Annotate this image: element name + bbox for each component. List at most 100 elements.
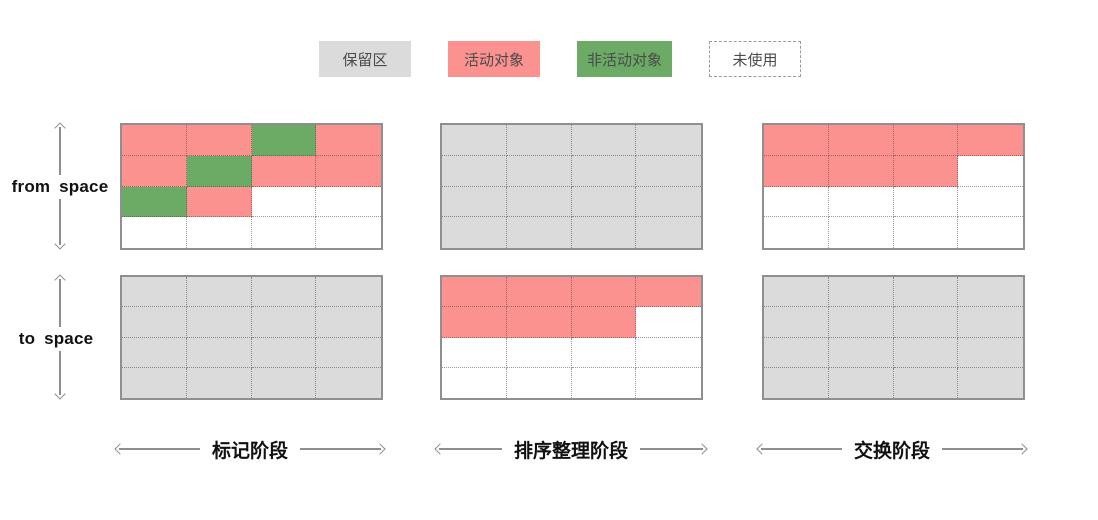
memory-cell-unused — [636, 367, 701, 398]
memory-cell-unused — [571, 367, 637, 398]
memory-cell-inactive — [186, 155, 252, 187]
legend-item-unused: 未使用 — [709, 41, 802, 77]
memory-cell-reserved — [571, 155, 637, 187]
memory-cell-active — [636, 277, 701, 308]
phase-arrow-sorting: 排序整理阶段 — [434, 438, 708, 462]
memory-cell-unused — [442, 337, 507, 368]
memory-cell-reserved — [122, 337, 187, 368]
arrow-line — [119, 448, 200, 450]
memory-cell-reserved — [251, 367, 317, 398]
arrow-down-icon — [54, 388, 66, 400]
arrow-right-icon — [374, 443, 386, 455]
memory-cell-unused — [958, 217, 1023, 248]
memory-cell-reserved — [636, 155, 701, 187]
memory-cell-reserved — [316, 277, 381, 308]
memory-cell-inactive — [251, 125, 317, 156]
memory-cell-unused — [636, 307, 701, 338]
memory-cell-active — [122, 155, 187, 187]
memory-cell-active — [186, 186, 252, 218]
memory-cell-reserved — [122, 367, 187, 398]
memory-cell-reserved — [958, 367, 1023, 398]
memory-cell-reserved — [764, 367, 829, 398]
to-space-grid-swap — [762, 275, 1025, 400]
memory-cell-active — [122, 125, 187, 156]
arrow-line — [439, 448, 502, 450]
memory-cell-unused — [506, 367, 572, 398]
memory-cell-active — [893, 155, 959, 187]
memory-cell-unused — [316, 217, 381, 248]
memory-cell-reserved — [893, 277, 959, 308]
memory-cell-unused — [122, 217, 187, 248]
memory-cell-reserved — [764, 307, 829, 338]
memory-cell-active — [828, 155, 894, 187]
memory-cell-unused — [571, 337, 637, 368]
memory-cell-unused — [251, 217, 317, 248]
memory-cell-unused — [958, 155, 1023, 187]
memory-cell-reserved — [186, 337, 252, 368]
memory-cell-unused — [506, 337, 572, 368]
memory-cell-unused — [893, 186, 959, 218]
memory-cell-reserved — [251, 337, 317, 368]
phase-arrow-marking: 标记阶段 — [114, 438, 386, 462]
memory-cell-reserved — [186, 367, 252, 398]
memory-cell-reserved — [958, 277, 1023, 308]
from-space-grid-marking — [120, 123, 383, 250]
memory-cell-unused — [442, 367, 507, 398]
memory-cell-active — [442, 307, 507, 338]
memory-cell-reserved — [636, 186, 701, 218]
memory-cell-unused — [316, 186, 381, 218]
memory-cell-active — [571, 307, 637, 338]
memory-cell-unused — [186, 217, 252, 248]
memory-cell-reserved — [893, 367, 959, 398]
memory-cell-reserved — [251, 277, 317, 308]
memory-cell-reserved — [571, 186, 637, 218]
memory-cell-active — [958, 125, 1023, 156]
memory-cell-reserved — [506, 155, 572, 187]
memory-cell-active — [316, 155, 381, 187]
legend: 保留区 活动对象 非活动对象 未使用 — [319, 41, 802, 77]
memory-cell-unused — [828, 217, 894, 248]
memory-cell-reserved — [442, 186, 507, 218]
to-space-grid-sorting — [440, 275, 703, 400]
memory-cell-reserved — [571, 125, 637, 156]
memory-cell-reserved — [636, 217, 701, 248]
arrow-left-icon — [434, 443, 446, 455]
memory-cell-reserved — [122, 307, 187, 338]
from-space-grid-swap — [762, 123, 1025, 250]
memory-cell-reserved — [506, 217, 572, 248]
memory-cell-reserved — [764, 337, 829, 368]
memory-cell-active — [506, 307, 572, 338]
memory-cell-active — [506, 277, 572, 308]
memory-cell-unused — [958, 186, 1023, 218]
memory-cell-reserved — [958, 337, 1023, 368]
memory-cell-active — [764, 155, 829, 187]
memory-cell-inactive — [122, 186, 187, 218]
memory-cell-reserved — [828, 277, 894, 308]
arrow-right-icon — [696, 443, 708, 455]
memory-cell-reserved — [251, 307, 317, 338]
memory-cell-unused — [764, 217, 829, 248]
arrow-up-icon — [54, 274, 66, 286]
memory-cell-unused — [636, 337, 701, 368]
memory-cell-reserved — [958, 307, 1023, 338]
to-space-label: to space — [4, 327, 108, 351]
memory-cell-reserved — [186, 307, 252, 338]
legend-item-active: 活动对象 — [448, 41, 540, 77]
memory-cell-reserved — [442, 217, 507, 248]
phase-arrow-swap: 交换阶段 — [756, 438, 1028, 462]
memory-cell-reserved — [186, 277, 252, 308]
memory-cell-reserved — [828, 367, 894, 398]
memory-cell-reserved — [316, 337, 381, 368]
memory-cell-reserved — [316, 367, 381, 398]
memory-cell-reserved — [316, 307, 381, 338]
memory-cell-active — [251, 155, 317, 187]
memory-cell-active — [893, 125, 959, 156]
memory-cell-reserved — [893, 337, 959, 368]
memory-cell-reserved — [506, 186, 572, 218]
memory-cell-reserved — [636, 125, 701, 156]
arrow-up-icon — [54, 122, 66, 134]
arrow-left-icon — [114, 443, 126, 455]
memory-cell-unused — [893, 217, 959, 248]
memory-cell-reserved — [764, 277, 829, 308]
